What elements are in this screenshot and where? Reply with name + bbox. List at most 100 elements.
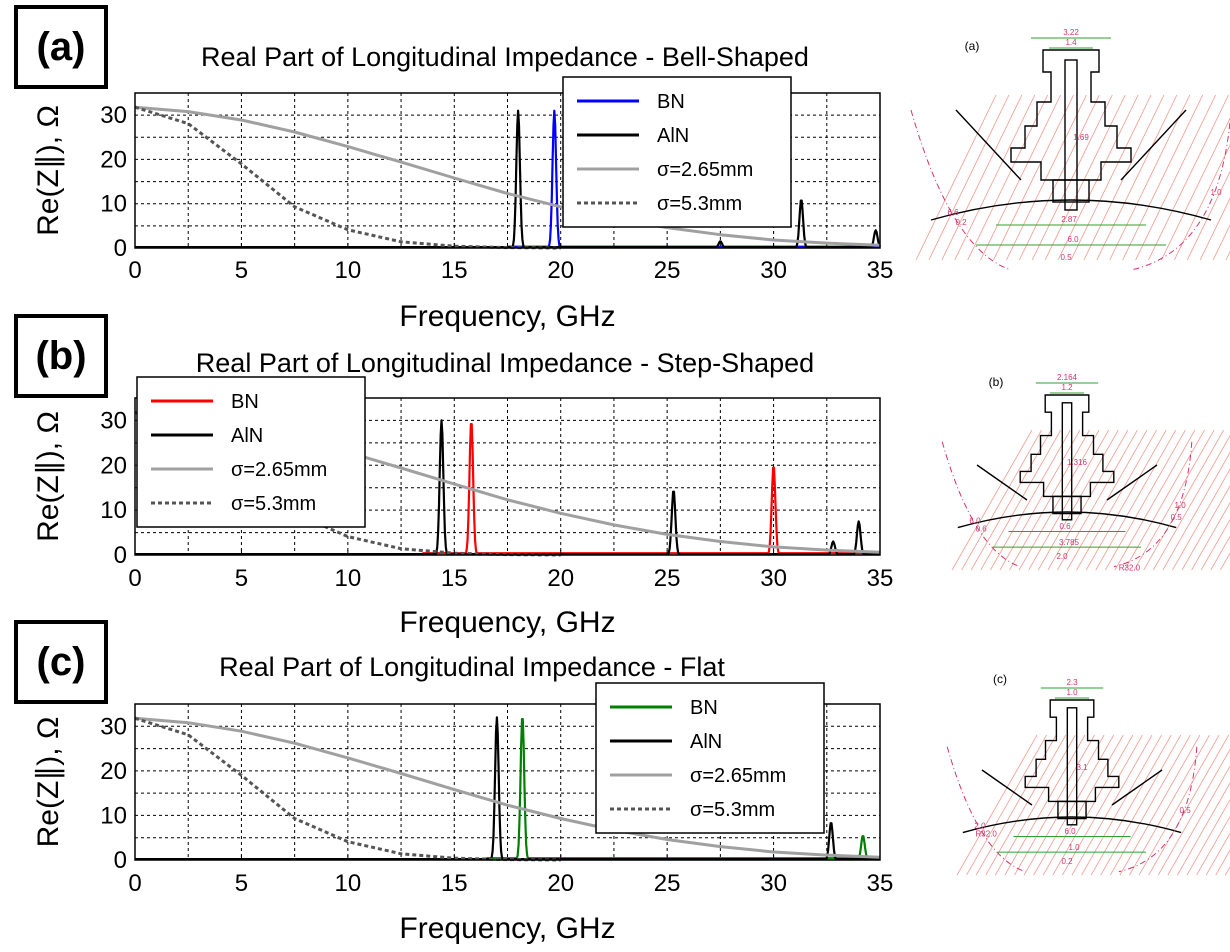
hatch-line bbox=[1031, 94, 1113, 261]
hatch-line bbox=[1076, 429, 1157, 571]
x-tick-label: 15 bbox=[441, 565, 468, 592]
dimension-label: 6.0 bbox=[969, 517, 981, 526]
hatch-line bbox=[1066, 429, 1148, 571]
hatch-line bbox=[1014, 734, 1095, 876]
hatch-line bbox=[1096, 94, 1178, 261]
drawing-label: (b) bbox=[989, 375, 1004, 389]
hatch-line bbox=[1044, 94, 1126, 261]
hatch-line bbox=[1057, 94, 1139, 261]
hatch-line bbox=[1152, 434, 1230, 571]
x-tick-label: 20 bbox=[547, 870, 574, 897]
hatch-line bbox=[1018, 94, 1100, 261]
x-tick-label: 30 bbox=[760, 257, 787, 284]
hatch-line bbox=[954, 94, 1036, 261]
dimension-label: 1.2 bbox=[1061, 383, 1073, 392]
central-pin bbox=[1066, 707, 1078, 826]
legend-entry: AlN bbox=[690, 731, 722, 753]
hatch-line bbox=[915, 94, 997, 261]
hatch-line bbox=[1196, 815, 1230, 876]
plot-frame bbox=[134, 397, 881, 556]
legend-entry: σ=5.3mm bbox=[690, 799, 775, 821]
legend-entry: σ=5.3mm bbox=[231, 493, 316, 515]
y-axis-label: Re(Z∥), Ω bbox=[32, 717, 65, 848]
chart-title: Real Part of Longitudinal Impedance - Be… bbox=[201, 42, 809, 72]
dimension-label: 1.4 bbox=[1065, 38, 1077, 47]
hatch-line bbox=[1129, 734, 1210, 876]
hatch-line bbox=[1023, 734, 1105, 876]
legend-entry: σ=5.3mm bbox=[657, 193, 742, 215]
x-tick-label: 20 bbox=[547, 257, 574, 284]
legend-entry: BN bbox=[657, 91, 685, 113]
series-line bbox=[134, 105, 561, 250]
series-line bbox=[134, 419, 881, 556]
hatch-line bbox=[1167, 765, 1230, 876]
central-pin bbox=[1064, 59, 1078, 211]
hatch-line bbox=[1186, 799, 1230, 876]
legend-entry: σ=2.65mm bbox=[657, 159, 753, 181]
dimension-label: R32.0 bbox=[1119, 564, 1141, 573]
legend-entry: BN bbox=[690, 697, 718, 719]
dimension-label: R32.0 bbox=[976, 830, 998, 839]
hatch-line bbox=[1090, 734, 1172, 876]
x-tick-label: 0 bbox=[128, 870, 141, 897]
beam-pipe-arc bbox=[962, 816, 1182, 834]
dimension-label: 0.5 bbox=[1060, 253, 1072, 262]
legend-entry: AlN bbox=[231, 425, 263, 447]
panel-label-box bbox=[14, 314, 108, 398]
hatch-line bbox=[1177, 782, 1230, 876]
dimension-label: 0.2 bbox=[955, 218, 967, 227]
hatch-line bbox=[1119, 734, 1201, 876]
hatch-line bbox=[1104, 429, 1186, 571]
hatching bbox=[915, 94, 1230, 261]
hatch-line bbox=[989, 429, 1071, 571]
x-tick-label: 30 bbox=[760, 565, 787, 592]
hatch-line bbox=[1138, 734, 1220, 876]
series-group bbox=[134, 105, 881, 250]
y-axis-label: Re(Z∥), Ω bbox=[32, 105, 65, 236]
chamber-wall bbox=[976, 464, 1158, 501]
ticks: 0 5 10 15 20 25 30 35 0 10 20 30 bbox=[100, 713, 893, 897]
chart-panel-b: (b) Real Part of Longitudinal Impedance -… bbox=[14, 314, 893, 639]
dimension-label: 1.69 bbox=[1073, 133, 1089, 142]
x-tick-label: 30 bbox=[760, 870, 787, 897]
chart-panel-a: (a) Real Part of Longitudinal Impedance -… bbox=[14, 5, 893, 333]
ticks: 0 5 10 15 20 25 30 35 0 10 20 30 bbox=[100, 102, 893, 284]
hatch-line bbox=[1124, 429, 1205, 571]
plot-frame bbox=[134, 703, 881, 861]
series-group bbox=[134, 716, 881, 862]
hatch-line bbox=[985, 734, 1067, 876]
hatch-line bbox=[975, 734, 1057, 876]
series-line bbox=[134, 716, 561, 862]
hatch-line bbox=[967, 94, 1049, 261]
series-line bbox=[134, 716, 881, 861]
hatch-line bbox=[1122, 94, 1204, 261]
x-tick-label: 10 bbox=[335, 565, 362, 592]
hatch-line bbox=[966, 734, 1047, 876]
chart-title: Real Part of Longitudinal Impedance - St… bbox=[196, 348, 814, 378]
y-tick-label: 30 bbox=[100, 102, 127, 129]
hatch-line bbox=[1173, 144, 1230, 261]
legend-entry: AlN bbox=[657, 125, 689, 147]
y-tick-label: 30 bbox=[100, 407, 127, 434]
hatch-line bbox=[1057, 429, 1138, 571]
feedthrough-body bbox=[1024, 699, 1120, 803]
dimension-label: 3.785 bbox=[1059, 538, 1080, 547]
x-tick-label: 15 bbox=[441, 257, 468, 284]
dimension-label: 3.22 bbox=[1063, 28, 1079, 37]
hatch-line bbox=[928, 94, 1010, 261]
dimension-label: 1.0 bbox=[1066, 688, 1078, 697]
hatch-line bbox=[1037, 429, 1119, 571]
legend-entry: σ=2.65mm bbox=[231, 459, 327, 481]
hatch-line bbox=[993, 94, 1074, 261]
hatch-line bbox=[1200, 518, 1230, 571]
dimension-label: 1.0 bbox=[1175, 501, 1187, 510]
x-axis-label: Frequency, GHz bbox=[399, 300, 615, 333]
hatch-line bbox=[1215, 849, 1230, 876]
dimension-label: 6.0 bbox=[1064, 827, 1076, 836]
dimension-label: 0.5 bbox=[1171, 513, 1183, 522]
hatch-line bbox=[1133, 429, 1215, 571]
legend: BN AlN σ=2.65mm σ=5.3mm bbox=[595, 682, 825, 834]
